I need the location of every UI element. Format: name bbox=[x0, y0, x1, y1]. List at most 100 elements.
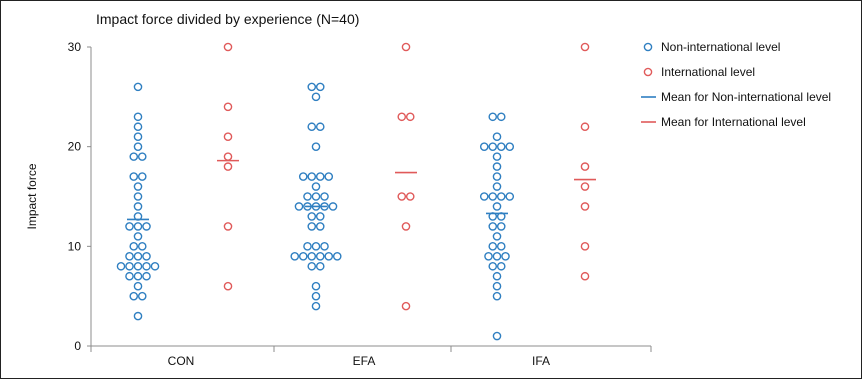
point-non-international bbox=[133, 122, 143, 132]
point-non-international bbox=[488, 222, 498, 231]
y-tick-label: 20 bbox=[68, 140, 82, 154]
point-non-international bbox=[133, 82, 143, 92]
point-international bbox=[580, 242, 590, 251]
point-non-international bbox=[133, 182, 143, 191]
point-non-international bbox=[492, 251, 502, 261]
point-non-international bbox=[129, 242, 139, 251]
point-international bbox=[580, 42, 590, 52]
point-international bbox=[223, 162, 233, 171]
point-non-international bbox=[150, 261, 160, 271]
point-non-international bbox=[142, 271, 151, 281]
point-international bbox=[401, 222, 411, 231]
point-non-international bbox=[129, 152, 139, 161]
point-international bbox=[580, 271, 590, 281]
point-non-international bbox=[332, 251, 342, 261]
point-non-international bbox=[311, 182, 321, 191]
point-international bbox=[223, 132, 233, 141]
point-non-international bbox=[320, 242, 329, 251]
point-non-international bbox=[492, 132, 502, 141]
point-non-international bbox=[505, 192, 515, 201]
y-tick-label: 0 bbox=[74, 339, 81, 353]
point-non-international bbox=[129, 291, 139, 301]
point-non-international bbox=[505, 142, 515, 151]
point-non-international bbox=[311, 301, 321, 311]
point-non-international bbox=[311, 242, 321, 251]
y-tick-label: 10 bbox=[68, 239, 82, 253]
point-non-international bbox=[311, 142, 321, 151]
point-non-international bbox=[496, 242, 506, 251]
point-non-international bbox=[137, 172, 147, 181]
point-non-international bbox=[133, 192, 143, 201]
point-non-international bbox=[311, 92, 321, 102]
point-non-international bbox=[324, 251, 334, 261]
point-non-international bbox=[488, 142, 498, 151]
point-non-international bbox=[133, 311, 143, 321]
point-non-international bbox=[315, 122, 325, 132]
legend-marker bbox=[643, 67, 653, 77]
point-non-international bbox=[488, 242, 498, 251]
point-non-international bbox=[479, 192, 489, 201]
y-axis-label: Impact force bbox=[25, 163, 39, 229]
point-non-international bbox=[311, 192, 321, 201]
point-international bbox=[401, 42, 411, 52]
point-international bbox=[580, 122, 590, 132]
point-non-international bbox=[116, 261, 126, 271]
point-non-international bbox=[298, 172, 308, 181]
point-international bbox=[580, 202, 590, 211]
point-non-international bbox=[307, 222, 317, 231]
point-international bbox=[223, 152, 233, 161]
point-non-international bbox=[315, 251, 325, 261]
axes bbox=[87, 46, 652, 352]
point-international bbox=[223, 281, 233, 291]
point-non-international bbox=[501, 251, 510, 261]
point-international bbox=[397, 192, 407, 201]
point-non-international bbox=[129, 172, 139, 181]
point-non-international bbox=[315, 172, 325, 181]
x-tick-label: IFA bbox=[532, 354, 550, 368]
point-non-international bbox=[133, 202, 143, 211]
point-non-international bbox=[496, 192, 506, 201]
point-non-international bbox=[492, 291, 502, 301]
point-non-international bbox=[303, 192, 312, 201]
point-non-international bbox=[492, 162, 502, 171]
point-non-international bbox=[496, 261, 506, 271]
point-international bbox=[580, 162, 590, 171]
point-non-international bbox=[492, 331, 502, 341]
point-non-international bbox=[315, 212, 325, 221]
point-non-international bbox=[133, 251, 143, 261]
mean-lines bbox=[127, 159, 596, 221]
point-non-international bbox=[125, 261, 134, 271]
point-non-international bbox=[496, 112, 506, 122]
point-non-international bbox=[307, 82, 317, 92]
point-non-international bbox=[125, 271, 134, 281]
point-non-international bbox=[133, 281, 143, 291]
point-non-international bbox=[479, 142, 489, 151]
legend-marker bbox=[643, 42, 653, 52]
point-non-international bbox=[133, 112, 143, 122]
point-non-international bbox=[133, 142, 143, 151]
point-international bbox=[405, 192, 415, 201]
point-non-international bbox=[307, 172, 317, 181]
point-non-international bbox=[492, 172, 502, 181]
point-non-international bbox=[307, 261, 317, 271]
point-non-international bbox=[488, 261, 498, 271]
point-non-international bbox=[492, 232, 502, 241]
point-non-international bbox=[496, 222, 506, 231]
point-international bbox=[397, 112, 407, 122]
y-tick-label: 30 bbox=[68, 40, 82, 54]
point-non-international bbox=[290, 251, 300, 261]
y-tick-labels: 0 10 20 30 bbox=[68, 40, 82, 353]
legend-label: Non-international level bbox=[661, 40, 780, 54]
point-non-international bbox=[142, 251, 151, 261]
point-non-international bbox=[315, 222, 325, 231]
point-non-international bbox=[298, 251, 308, 261]
legend: Non-international level International lev… bbox=[641, 40, 831, 129]
point-non-international bbox=[496, 142, 506, 151]
point-non-international bbox=[328, 202, 338, 211]
x-tick-label: EFA bbox=[353, 354, 376, 368]
point-non-international bbox=[311, 281, 321, 291]
point-international bbox=[580, 182, 590, 191]
point-international bbox=[405, 112, 415, 122]
